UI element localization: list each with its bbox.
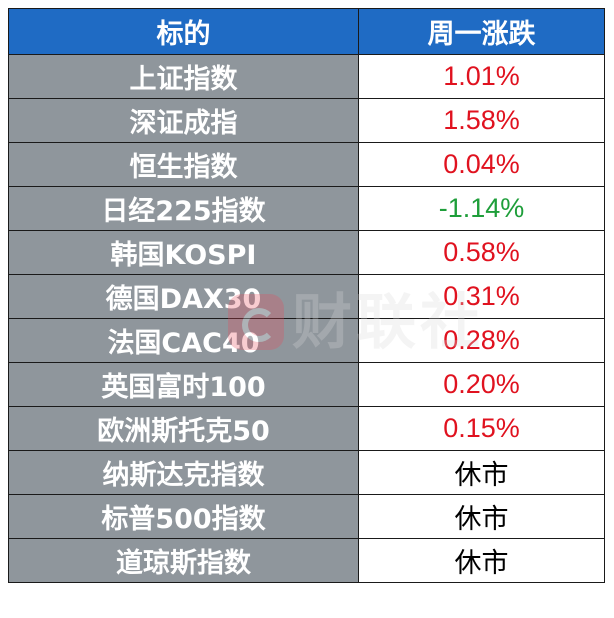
index-change: 0.15% (358, 406, 605, 451)
index-name: 上证指数 (8, 54, 359, 99)
index-name: 日经225指数 (8, 186, 359, 231)
index-change: 1.01% (358, 54, 605, 99)
index-name: 韩国KOSPI (8, 230, 359, 275)
table-row: 英国富时100 0.20% (8, 362, 605, 407)
index-name: 恒生指数 (8, 142, 359, 187)
index-change: 0.58% (358, 230, 605, 275)
index-name: 德国DAX30 (8, 274, 359, 319)
table-row: 欧洲斯托克50 0.15% (8, 406, 605, 451)
index-name: 法国CAC40 (8, 318, 359, 363)
index-change: 0.28% (358, 318, 605, 363)
index-change: 0.20% (358, 362, 605, 407)
table-row: 恒生指数 0.04% (8, 142, 605, 187)
header-index: 标的 (8, 8, 359, 55)
table-row: 上证指数 1.01% (8, 54, 605, 99)
table-row: 纳斯达克指数 休市 (8, 450, 605, 495)
index-change: 1.58% (358, 98, 605, 143)
table-row: 法国CAC40 0.28% (8, 318, 605, 363)
header-monday-change: 周一涨跌 (358, 8, 605, 55)
table-row: 德国DAX30 0.31% (8, 274, 605, 319)
table-row: 深证成指 1.58% (8, 98, 605, 143)
index-change: 0.04% (358, 142, 605, 187)
table-header-row: 标的 周一涨跌 (8, 8, 605, 55)
index-name: 道琼斯指数 (8, 538, 359, 583)
index-name: 标普500指数 (8, 494, 359, 539)
index-change: 休市 (358, 494, 605, 539)
table-row: 标普500指数 休市 (8, 494, 605, 539)
index-name: 英国富时100 (8, 362, 359, 407)
table-row: 日经225指数 -1.14% (8, 186, 605, 231)
table-row: 道琼斯指数 休市 (8, 538, 605, 583)
market-table-container: 标的 周一涨跌 上证指数 1.01% 深证成指 1.58% 恒生指数 0.04%… (8, 8, 605, 606)
index-change: 0.31% (358, 274, 605, 319)
market-change-table: 标的 周一涨跌 上证指数 1.01% 深证成指 1.58% 恒生指数 0.04%… (8, 8, 605, 583)
index-change: 休市 (358, 450, 605, 495)
index-name: 深证成指 (8, 98, 359, 143)
index-name: 纳斯达克指数 (8, 450, 359, 495)
index-name: 欧洲斯托克50 (8, 406, 359, 451)
index-change: -1.14% (358, 186, 605, 231)
table-row: 韩国KOSPI 0.58% (8, 230, 605, 275)
index-change: 休市 (358, 538, 605, 583)
